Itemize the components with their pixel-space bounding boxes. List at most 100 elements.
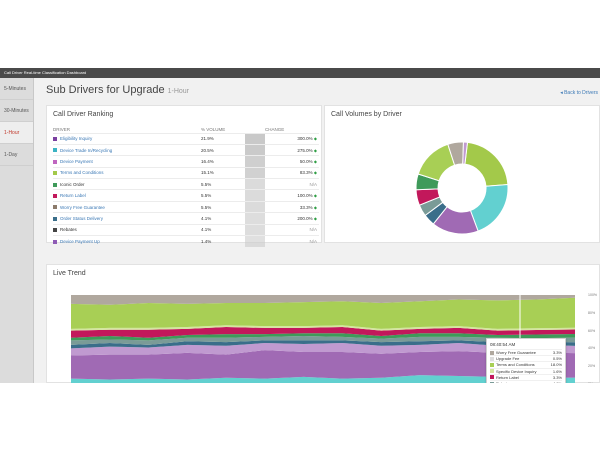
tooltip-swatch: [490, 350, 494, 355]
col-pct: % VOLUME: [201, 126, 226, 132]
change-cell: 100.0% ◆: [265, 189, 319, 202]
change-value: 83.3%: [299, 170, 313, 176]
driver-name: Iconic Order: [60, 181, 85, 187]
trend-area-iconic-order: [71, 333, 575, 341]
arrow-up-icon: ◆: [313, 204, 317, 210]
ranking-row: Device Trade In/Recycling 20.5% 275.0% ◆: [53, 143, 319, 156]
y-tick-label: 60%: [588, 328, 596, 333]
ranking-row: Terms and Conditions 15.1% 83.3% ◆: [53, 166, 319, 179]
change-value: 50.0%: [299, 158, 313, 164]
tooltip-value: 0.5%: [552, 356, 562, 362]
driver-name: Rebates: [60, 227, 77, 233]
trend-area-order-status-delivery: [71, 340, 575, 349]
app-title-bar: Call Driver Real-time Classification Das…: [0, 68, 600, 78]
tooltip-value: 4.9%: [553, 381, 562, 383]
driver-name[interactable]: Return Label: [60, 193, 86, 199]
pct-cell: 15.1%: [201, 166, 246, 179]
driver-swatch: [53, 193, 57, 198]
ranking-body: Eligibility Inquiry 21.9% 300.0% ◆ Device T…: [53, 132, 319, 247]
col-change: CHANGE: [265, 126, 285, 132]
tooltip-name: Specific Device Inquiry: [496, 368, 537, 374]
main-content: Sub Drivers for Upgrade 1-Hour ◂ Back to …: [34, 78, 600, 383]
change-cell: 50.0% ◆: [265, 155, 319, 168]
pct-cell: 20.5%: [201, 143, 246, 156]
driver-name[interactable]: Order Status Delivery: [60, 215, 104, 221]
donut-slice-eligibility-inquiry[interactable]: [464, 141, 509, 187]
pct-bar-cell: [245, 200, 266, 213]
arrow-up-icon: ◆: [313, 215, 317, 221]
ranking-row: Iconic Order 5.5% N/A: [53, 178, 319, 190]
ranking-row: Device Payment Up 1.4% N/A: [53, 234, 319, 247]
y-tick-label: 100%: [588, 293, 597, 297]
driver-name[interactable]: Eligibility Inquiry: [60, 136, 93, 142]
sidebar-item-30-minutes[interactable]: 30-Minutes: [0, 100, 33, 122]
change-value: 100.0%: [297, 193, 313, 199]
change-cell: 200.0% ◆: [265, 212, 319, 225]
driver-name[interactable]: Device Payment Up: [60, 238, 100, 244]
pct-cell: 16.4%: [201, 155, 246, 168]
tooltip-time: 08:40:54 AM: [490, 342, 516, 347]
change-value: 200.0%: [297, 215, 313, 221]
tooltip-name: Return Label: [496, 374, 519, 380]
driver-cell: Rebates: [53, 223, 202, 236]
back-to-drivers-link[interactable]: ◂ Back to Drivers: [560, 90, 598, 96]
change-cell: N/A: [265, 223, 319, 236]
dashboard-window: Call Driver Real-time Classification Das…: [0, 68, 600, 383]
sidebar-item-1-hour[interactable]: 1-Hour: [0, 122, 33, 144]
col-bar: [245, 126, 265, 133]
trend-title: Live Trend: [53, 270, 86, 277]
pct-bar-cell: [245, 212, 266, 225]
arrow-up-icon: ◆: [313, 136, 317, 142]
pct-bar: [245, 190, 266, 201]
page-subtitle: 1-Hour: [167, 88, 190, 95]
arrow-up-icon: ◆: [313, 193, 317, 199]
driver-cell: Eligibility Inquiry: [53, 132, 202, 145]
trend-area-device-trade-in-recycling: [71, 350, 575, 380]
driver-swatch: [53, 216, 57, 221]
y-tick-label: 40%: [588, 346, 596, 351]
tooltip-row: Terms and Conditions 18.0%: [490, 361, 562, 367]
arrow-up-icon: ◆: [313, 158, 317, 164]
pct-bar-cell: [245, 234, 266, 247]
ranking-row: Eligibility Inquiry 21.9% 300.0% ◆: [53, 132, 319, 145]
arrow-up-icon: ◆: [313, 147, 317, 153]
change-cell: 275.0% ◆: [265, 143, 319, 156]
driver-swatch: [53, 182, 57, 187]
ranking-row: Return Label 5.5% 100.0% ◆: [53, 189, 319, 202]
pct-cell: 4.1%: [201, 223, 246, 236]
arrow-up-icon: ◆: [313, 170, 317, 176]
tooltip-row: Upgrade Fee 0.5%: [490, 355, 562, 361]
change-value: 300.0%: [297, 136, 313, 142]
pct-bar-cell: [245, 166, 266, 179]
driver-name[interactable]: Device Payment: [60, 158, 93, 164]
pct-cell: 5.5%: [201, 189, 246, 202]
donut-slice-device-payment-up[interactable]: [462, 141, 469, 165]
change-value: 33.3%: [299, 204, 313, 210]
driver-name[interactable]: Terms and Conditions: [60, 170, 104, 176]
driver-swatch: [53, 171, 57, 176]
ranking-title: Call Driver Ranking: [53, 111, 114, 118]
tooltip-swatch: [490, 381, 494, 383]
driver-name[interactable]: Device Trade In/Recycling: [60, 147, 113, 153]
sidebar: 5-Minutes 30-Minutes 1-Hour 1-Day: [0, 78, 34, 383]
pct-bar-cell: [245, 155, 266, 168]
change-value: N/A: [309, 181, 317, 187]
driver-cell: Iconic Order: [53, 178, 202, 190]
driver-cell: Device Payment: [53, 155, 202, 168]
driver-cell: Return Label: [53, 189, 202, 202]
sidebar-item-5-minutes[interactable]: 5-Minutes: [0, 78, 33, 100]
app-title: Call Driver Real-time Classification Das…: [4, 70, 87, 75]
y-tick-label: 80%: [588, 310, 596, 315]
driver-name[interactable]: Worry Free Guarantee: [60, 204, 105, 210]
tooltip-value: 3.3%: [552, 350, 562, 356]
donut-slice-device-trade-in-recycling[interactable]: [469, 184, 509, 232]
change-value: 275.0%: [297, 147, 313, 153]
page-title: Sub Drivers for Upgrade 1-Hour: [46, 84, 189, 96]
call-driver-ranking-panel: Call Driver Ranking DRIVER % VOLUME CHAN…: [46, 105, 322, 247]
pct-bar-cell: [245, 178, 266, 190]
live-trend-chart: [71, 295, 575, 383]
pct-bar-cell: [245, 189, 266, 202]
sidebar-item-1-day[interactable]: 1-Day: [0, 144, 33, 166]
pct-bar-cell: [245, 223, 266, 236]
